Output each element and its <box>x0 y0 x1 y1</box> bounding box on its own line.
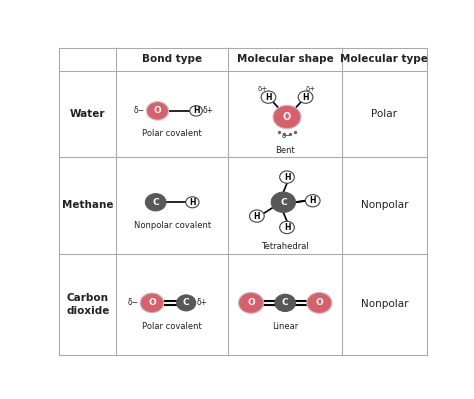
Text: Methane: Methane <box>62 200 113 210</box>
Text: H: H <box>284 173 290 182</box>
Text: δ+: δ+ <box>306 85 316 91</box>
Text: δ+: δ+ <box>258 85 268 91</box>
Text: H: H <box>265 93 272 102</box>
Text: Bent: Bent <box>275 146 295 155</box>
Text: Bond type: Bond type <box>142 54 202 64</box>
Text: δ−: δ− <box>134 107 145 115</box>
Circle shape <box>190 106 202 116</box>
Text: Molecular shape: Molecular shape <box>237 54 334 64</box>
Text: δ+: δ+ <box>203 107 214 115</box>
Circle shape <box>273 105 301 129</box>
Text: C: C <box>282 298 289 307</box>
Circle shape <box>186 197 199 208</box>
Text: Polar covalent: Polar covalent <box>142 129 202 138</box>
Text: O: O <box>316 298 323 307</box>
Text: H: H <box>310 196 316 205</box>
Text: O: O <box>247 298 255 307</box>
Text: Tetrahedral: Tetrahedral <box>261 243 309 251</box>
Circle shape <box>140 293 164 313</box>
Text: Polar covalent: Polar covalent <box>142 322 202 331</box>
Text: Nonpolar: Nonpolar <box>361 200 408 210</box>
Text: O: O <box>148 298 156 307</box>
Text: Nonpolar: Nonpolar <box>361 299 408 309</box>
Text: Molecular type: Molecular type <box>340 54 428 64</box>
Text: δ+: δ+ <box>196 298 208 307</box>
Circle shape <box>271 192 295 212</box>
Circle shape <box>177 295 196 311</box>
Text: H: H <box>189 198 196 207</box>
Text: Carbon
dioxide: Carbon dioxide <box>66 293 109 316</box>
Text: C: C <box>183 298 190 307</box>
Text: Linear: Linear <box>272 322 298 331</box>
Text: Nonpolar covalent: Nonpolar covalent <box>134 221 211 230</box>
Text: H: H <box>254 211 260 221</box>
Circle shape <box>249 210 264 222</box>
Circle shape <box>305 195 320 207</box>
Text: H: H <box>193 107 200 115</box>
Circle shape <box>261 91 276 103</box>
Text: Water: Water <box>70 109 106 119</box>
Circle shape <box>298 91 313 103</box>
Text: δ−: δ− <box>128 298 138 307</box>
Circle shape <box>146 102 169 120</box>
Circle shape <box>280 171 294 183</box>
Circle shape <box>275 294 295 312</box>
Circle shape <box>307 292 332 313</box>
Circle shape <box>146 194 166 211</box>
Text: δ−: δ− <box>282 133 292 139</box>
Circle shape <box>280 221 294 233</box>
Text: Polar: Polar <box>371 109 397 119</box>
Text: H: H <box>284 223 290 232</box>
Text: O: O <box>283 112 291 122</box>
Text: C: C <box>152 198 159 207</box>
Text: C: C <box>280 198 287 207</box>
Text: O: O <box>154 107 161 115</box>
Text: H: H <box>302 93 309 102</box>
Circle shape <box>238 292 264 313</box>
